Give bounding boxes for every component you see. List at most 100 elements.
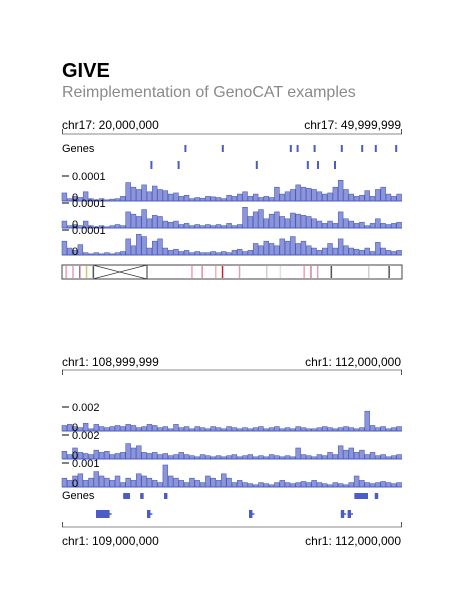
panel2-track-1-bar [380,426,386,432]
panel2-track-2-bar [343,449,349,460]
panel2-genes-label: Genes [62,490,95,502]
panel2-track-1-bar [226,426,232,432]
panel1-track-2-bar [215,224,222,229]
panel2-track-2-bar [125,443,131,460]
panel1-track-1-bar [125,182,131,202]
panel2-track-3-bar [375,482,381,488]
panel2-track-2-bar [369,452,376,460]
panel1-track-2-bar [157,216,163,229]
panel1-track-1-bar [343,189,349,202]
panel1-ideogram-band [388,266,390,278]
panel1-track-1-bar [178,196,184,202]
panel1-track-3-bar [343,245,349,256]
panel2-track-2-bar [380,454,386,460]
panel1-track-2-bar [380,223,386,229]
panel2-track-3-bar [88,477,94,488]
panel2-track-1-bar [396,426,402,432]
panel1-track-1-bar [364,190,370,202]
panel2-track-2-bar [327,452,333,460]
panel1-track-1-bar [327,192,333,202]
app-title: GIVE [62,60,110,82]
panel1-track-1-bar [359,194,365,202]
panel1-track-3-bar [274,245,280,256]
panel2-track-1-bar [109,426,115,432]
panel1-track-1-bar [284,191,291,202]
panel2-track-3-bar [162,464,169,488]
panel1-track-1-bar [242,191,248,202]
panel1-track-1-bar [380,186,386,202]
panel1-track-3-bar [258,245,264,256]
panel1-gene-marker [361,145,364,152]
panel2-track-3-bar [279,480,285,488]
panel1-track-3-bar [322,247,328,256]
panel2-track-2-bar [120,452,126,460]
panel1-track-2-bar [337,211,344,229]
panel1-track-2-bar [332,223,339,229]
panel1-track-1-bar [157,189,163,202]
panel1-track-1-bar [258,197,264,202]
panel1-track-1-zero-label: 0 [72,192,78,204]
panel1-track-1-bar [183,194,190,202]
panel2-track-1-bar [274,426,280,432]
panel1-ideogram-band [201,266,203,278]
panel2-track-2-bar [364,454,370,460]
panel1-track-3-bar [364,247,370,256]
panel1-track-2-bar [327,220,333,229]
panel1-track-2-bar [258,209,264,229]
panel2-track-3-bar [104,477,110,488]
panel1-track-1-bar [231,196,238,202]
panel1-ideogram-band [266,266,268,278]
panel1-track-3-bar [61,240,68,256]
panel2-track-3-bar [98,475,105,488]
panel2-track-1-bar [194,426,200,432]
panel1-ideogram-band [310,266,312,278]
panel1-track-2-bar [226,223,232,229]
panel2-track-2-bar [98,452,105,460]
panel2-track-2-bar [141,452,147,460]
panel2-track-1-bar [130,425,137,432]
panel2-track-3-bar [199,482,206,488]
panel1-track-3-bar [385,250,392,256]
panel1-track-3-bar [247,250,254,256]
panel1-ideogram-band [317,266,319,278]
panel2-track-3-bar [295,482,301,488]
panel2-track-2-bar [183,454,190,460]
panel1-track-1-bar [274,186,280,202]
panel1-track-2-bar [306,216,312,229]
panel2-track-1-max-label: 0.002 [72,402,100,414]
panel1-gene-marker [296,145,299,152]
panel1-track-3-bar [300,240,307,256]
panel2-track-2-bar [136,445,142,460]
panel1-track-2-bar [194,224,200,229]
panel2-gene-block [96,510,110,518]
panel1-gene-marker [306,161,309,169]
panel1-ideogram-band [191,266,193,278]
panel1-track-3-bar [125,238,131,256]
panel1-track-2-bar [237,224,243,229]
panel1-track-3-bar [237,248,243,256]
panel2-track-2-bar [300,454,307,460]
panel2-track-3-bar [130,480,137,488]
panel1-track-1-bar [162,190,169,202]
panel2-track-1-bar [146,424,153,432]
panel2-track-1-bar [61,425,68,432]
panel2-track-2-bar [348,447,354,460]
panel1-track-1-bar [247,196,254,202]
panel1-gene-marker [177,161,180,169]
panel2-track-2-bar [247,454,254,460]
panel2-track-1-bar [141,426,147,432]
panel2-track-3-bar [231,482,238,488]
panel1-track-1-bar [300,186,307,202]
panel1-track-1-bar [268,197,275,202]
panel1-gene-marker [395,145,398,152]
panel2-track-2-bar [61,450,68,460]
panel2-track-3-bar [284,482,291,488]
panel1-track-2-bar [141,209,147,229]
panel1-track-3-bar [130,245,137,256]
panel1-track-3-bar [279,238,285,256]
panel2-track-3-bar [215,480,222,488]
panel1-track-3-bar [242,251,248,256]
panel1-track-3-bar [268,243,275,256]
panel2-track-3-bar [237,480,243,488]
